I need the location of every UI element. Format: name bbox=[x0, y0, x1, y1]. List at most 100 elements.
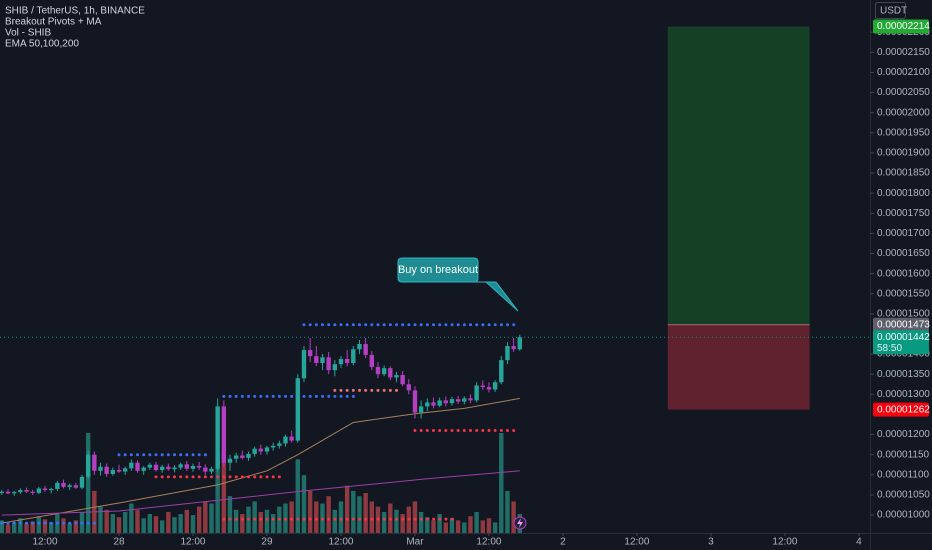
y-tick-label: 0.00001350 bbox=[877, 369, 930, 380]
indicator-label[interactable]: EMA 50,100,200 bbox=[5, 39, 79, 50]
candle-body bbox=[122, 468, 128, 472]
candle-body bbox=[314, 356, 319, 363]
volume-bar bbox=[307, 490, 313, 533]
chart-title: SHIB / TetherUS, 1h, BINANCE bbox=[5, 6, 145, 17]
currency-button[interactable] bbox=[875, 2, 906, 19]
x-tick-label: 28 bbox=[113, 537, 125, 548]
candle-body bbox=[418, 406, 424, 413]
volume-bar bbox=[166, 511, 171, 533]
volume-bar bbox=[196, 506, 202, 533]
candle-body bbox=[92, 454, 97, 471]
candle-body bbox=[474, 385, 479, 401]
candle-body bbox=[184, 464, 190, 469]
volume-bar bbox=[18, 518, 23, 533]
indicator-label[interactable]: Vol - SHIB bbox=[5, 28, 51, 39]
annotation-text: Buy on breakout bbox=[398, 264, 478, 276]
candle-body bbox=[178, 464, 183, 468]
volume-bar bbox=[505, 490, 510, 533]
volume-bar bbox=[153, 516, 159, 533]
y-tick-label: 0.00001800 bbox=[877, 188, 930, 199]
volume-bar bbox=[270, 514, 276, 533]
volume-bar bbox=[240, 514, 245, 533]
volume-bar bbox=[511, 501, 516, 533]
candle-body bbox=[153, 464, 159, 470]
x-tick-label: 29 bbox=[261, 537, 273, 548]
candle-body bbox=[30, 491, 35, 493]
price-tag bbox=[873, 317, 929, 332]
volume-bar bbox=[190, 515, 196, 533]
ema-line bbox=[1, 470, 520, 516]
candle-body bbox=[264, 447, 270, 452]
price-tag bbox=[873, 402, 929, 417]
volume-bar bbox=[474, 511, 479, 533]
candle-body bbox=[42, 488, 48, 491]
candle-body bbox=[400, 375, 405, 385]
target-zone bbox=[667, 26, 810, 325]
volume-bar bbox=[443, 522, 448, 533]
volume-bar bbox=[129, 503, 134, 533]
volume-bar bbox=[0, 520, 5, 533]
annotation-callout[interactable]: Buy on breakout bbox=[397, 257, 519, 312]
candle-body bbox=[203, 467, 208, 472]
volume-bar bbox=[73, 520, 79, 533]
candle-body bbox=[11, 492, 17, 494]
volume-bar bbox=[135, 509, 140, 533]
volume-bar bbox=[418, 511, 424, 533]
candle-body bbox=[18, 490, 23, 493]
candle-body bbox=[129, 462, 134, 469]
volume-bar bbox=[394, 509, 399, 533]
volume-bar bbox=[203, 501, 208, 533]
volume-bar bbox=[209, 503, 214, 533]
candle-body bbox=[252, 448, 257, 454]
volume-bar bbox=[85, 433, 91, 533]
volume-bar bbox=[295, 459, 301, 533]
candle-body bbox=[375, 366, 381, 375]
currency-label[interactable]: USDT bbox=[880, 6, 907, 17]
volume-bar bbox=[338, 501, 344, 533]
candle-body bbox=[270, 445, 276, 448]
volume-bar bbox=[11, 522, 17, 533]
y-tick-label: 0.00001500 bbox=[877, 309, 930, 320]
price-tag bbox=[873, 19, 929, 34]
candle-body bbox=[351, 349, 356, 363]
volume-bar bbox=[264, 509, 270, 533]
y-tick-label: 0.00001550 bbox=[877, 288, 930, 299]
candle-body bbox=[55, 482, 60, 489]
y-tick-label: 0.00001750 bbox=[877, 208, 930, 219]
candle-body bbox=[486, 387, 492, 390]
y-tick-label: 0.00001400 bbox=[877, 349, 930, 360]
x-tick-label: 12:00 bbox=[624, 537, 649, 548]
candle-body bbox=[326, 357, 331, 371]
volume-bar bbox=[363, 493, 368, 533]
volume-bar bbox=[104, 509, 109, 533]
volume-bar bbox=[301, 475, 307, 533]
candle-body bbox=[258, 448, 264, 452]
volume-bar bbox=[122, 511, 128, 533]
volume-bar bbox=[449, 518, 455, 533]
volume-bar bbox=[492, 522, 498, 533]
volume-bar bbox=[215, 454, 220, 533]
y-tick-label: 0.00002150 bbox=[877, 47, 930, 58]
candle-body bbox=[116, 469, 122, 472]
candle-body bbox=[381, 368, 387, 375]
candle-body bbox=[443, 400, 448, 404]
volume-bar bbox=[369, 501, 375, 533]
alert-icon-glyph bbox=[517, 518, 523, 528]
x-tick-label: 12:00 bbox=[772, 537, 797, 548]
candle-body bbox=[307, 350, 313, 357]
y-tick-label: 0.00002000 bbox=[877, 107, 930, 118]
candle-body bbox=[283, 436, 288, 444]
candle-body bbox=[437, 400, 442, 406]
candle-body bbox=[221, 406, 227, 463]
x-tick-label: 12:00 bbox=[476, 537, 501, 548]
volume-bar bbox=[289, 501, 294, 533]
candle-body bbox=[98, 466, 103, 471]
volume-bar bbox=[357, 496, 362, 533]
price-tag-label: 0.00001473 bbox=[877, 319, 930, 330]
candle-body bbox=[73, 485, 79, 488]
stop-zone bbox=[667, 324, 810, 410]
candle-body bbox=[0, 491, 5, 493]
volume-bar bbox=[172, 517, 177, 533]
volume-bar bbox=[462, 522, 467, 533]
indicator-label[interactable]: Breakout Pivots + MA bbox=[5, 17, 102, 28]
